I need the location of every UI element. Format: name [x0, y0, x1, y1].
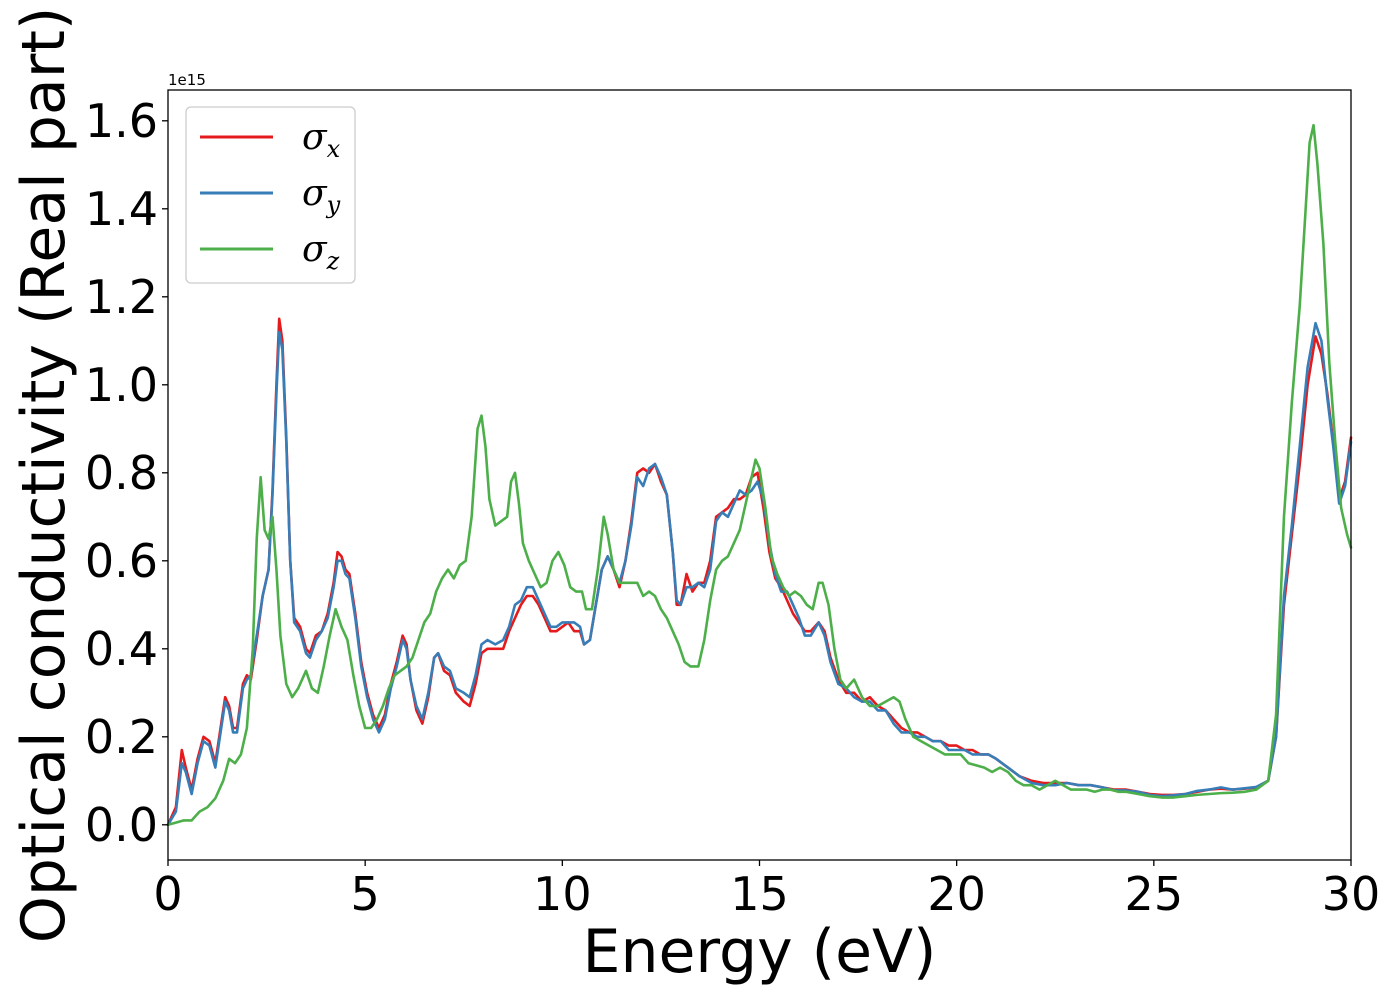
y-axis-ticks: 0.0 0.2 0.4 0.6 0.8 1.0 1.2 1.4 1.6 [85, 94, 168, 852]
x-axis-ticks: 0 5 10 15 20 25 30 [153, 860, 1380, 921]
x-axis-label: Energy (eV) [583, 917, 937, 987]
legend-label-x: σx [302, 117, 341, 163]
y-tick-label: 0.2 [85, 710, 158, 764]
y-tick-label: 0.6 [85, 534, 158, 588]
legend: σx σy σz [185, 106, 356, 284]
y-axis-label: Optical conductivity (Real part) [9, 7, 79, 944]
legend-items: σx σy σz [200, 117, 341, 275]
legend-label-y: σy [302, 173, 341, 219]
series-lines [166, 123, 1353, 827]
x-tick-label: 0 [153, 867, 182, 921]
y-tick-label: 1.2 [85, 270, 158, 324]
y-tick-label: 1.6 [85, 94, 158, 148]
series-line-z [166, 123, 1353, 827]
legend-frame [185, 106, 356, 284]
y-tick-label: 0.4 [85, 622, 158, 676]
series-line-y [166, 321, 1353, 827]
x-tick-label: 15 [730, 867, 789, 921]
x-tick-label: 20 [927, 867, 986, 921]
y-tick-label: 0.8 [85, 446, 158, 500]
y-offset-label: 1e15 [168, 71, 206, 89]
x-tick-label: 10 [533, 867, 592, 921]
y-tick-label: 1.0 [85, 358, 158, 412]
x-tick-label: 25 [1125, 867, 1184, 921]
y-tick-label: 1.4 [85, 182, 158, 236]
y-tick-label: 0.0 [85, 798, 158, 852]
x-tick-label: 30 [1322, 867, 1381, 921]
legend-label-z: σz [302, 229, 340, 275]
x-tick-label: 5 [351, 867, 380, 921]
